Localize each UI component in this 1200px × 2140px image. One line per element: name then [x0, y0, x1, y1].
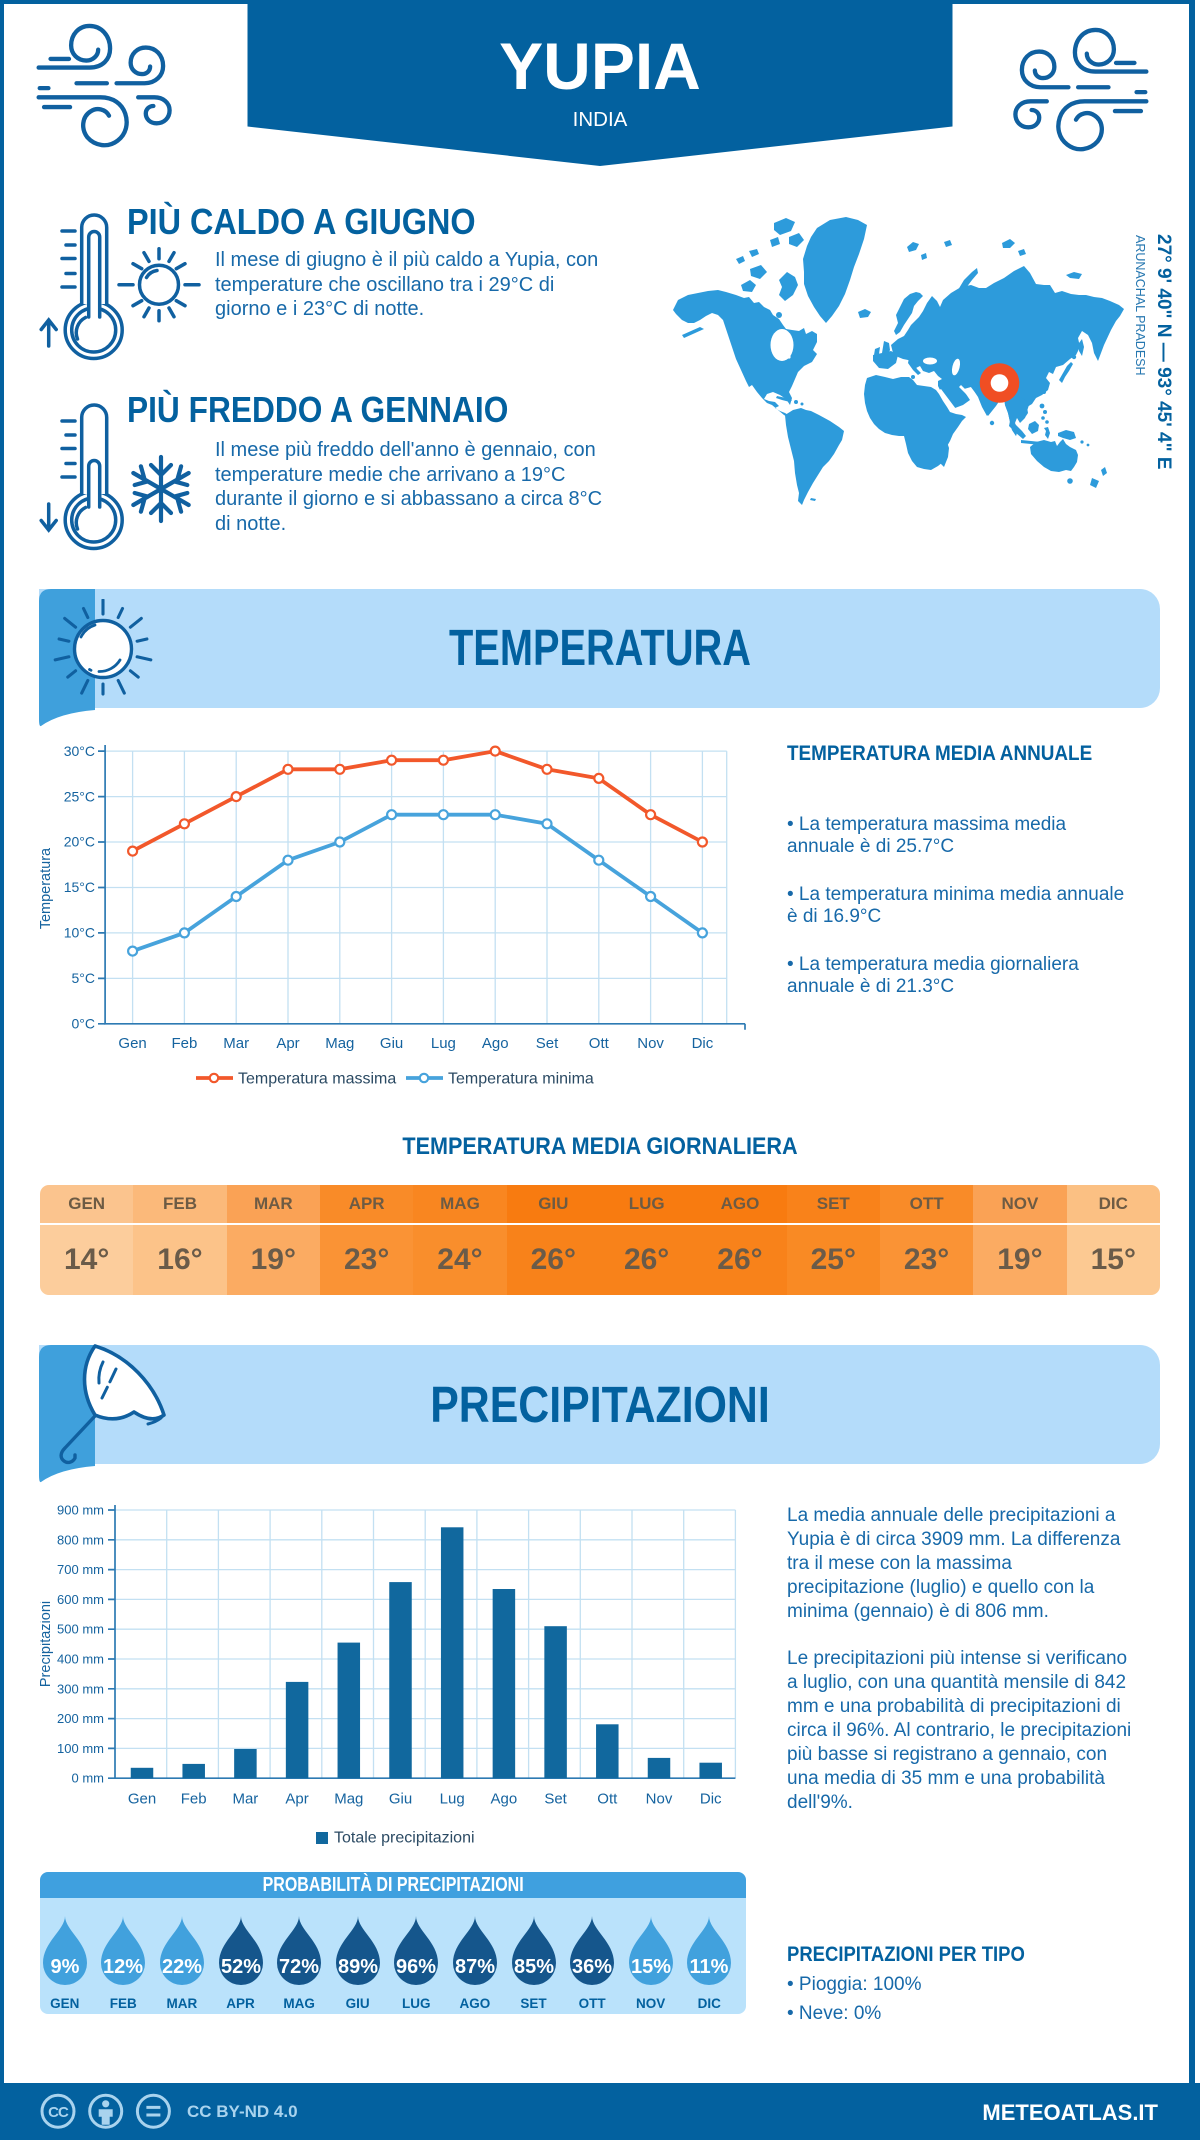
svg-text:600 mm: 600 mm [57, 1592, 104, 1607]
svg-text:Dic: Dic [700, 1791, 722, 1808]
svg-text:Lug: Lug [440, 1791, 465, 1808]
svg-text:Totale precipitazioni: Totale precipitazioni [334, 1830, 475, 1847]
svg-text:Apr: Apr [285, 1791, 308, 1808]
svg-text:89%: 89% [338, 1956, 378, 1978]
svg-text:Ott: Ott [597, 1791, 618, 1808]
svg-text:Set: Set [536, 1035, 559, 1052]
svg-text:Mar: Mar [223, 1035, 249, 1052]
svg-text:500 mm: 500 mm [57, 1622, 104, 1637]
svg-text:15°C: 15°C [64, 879, 95, 895]
svg-text:100 mm: 100 mm [57, 1741, 104, 1756]
svg-text:Nov: Nov [637, 1035, 664, 1052]
svg-text:22%: 22% [162, 1956, 202, 1978]
svg-text:700 mm: 700 mm [57, 1562, 104, 1577]
svg-text:36%: 36% [572, 1956, 612, 1978]
svg-text:Apr: Apr [276, 1035, 299, 1052]
svg-text:Temperatura massima: Temperatura massima [238, 1071, 396, 1088]
svg-text:900 mm: 900 mm [57, 1503, 104, 1518]
svg-text:200 mm: 200 mm [57, 1711, 104, 1726]
svg-text:Mar: Mar [232, 1791, 258, 1808]
svg-text:800 mm: 800 mm [57, 1532, 104, 1547]
svg-text:96%: 96% [396, 1956, 436, 1978]
svg-text:Mag: Mag [325, 1035, 354, 1052]
svg-text:Ago: Ago [491, 1791, 518, 1808]
svg-text:Giu: Giu [389, 1791, 412, 1808]
svg-text:11%: 11% [690, 1956, 729, 1978]
svg-text:Gen: Gen [118, 1035, 146, 1052]
svg-text:9%: 9% [50, 1956, 79, 1978]
svg-text:Dic: Dic [692, 1035, 714, 1052]
svg-text:Set: Set [544, 1791, 567, 1808]
svg-text:72%: 72% [279, 1956, 319, 1978]
svg-text:Feb: Feb [171, 1035, 197, 1052]
svg-text:400 mm: 400 mm [57, 1652, 104, 1667]
svg-text:Lug: Lug [431, 1035, 456, 1052]
svg-text:Gen: Gen [128, 1791, 156, 1808]
svg-text:Precipitazioni: Precipitazioni [40, 1601, 54, 1687]
svg-text:Nov: Nov [646, 1791, 673, 1808]
svg-text:Temperatura: Temperatura [40, 847, 54, 929]
svg-text:CC: CC [48, 2104, 69, 2121]
svg-text:87%: 87% [455, 1956, 495, 1978]
svg-text:25°C: 25°C [64, 788, 95, 804]
svg-text:52%: 52% [220, 1956, 260, 1978]
svg-text:12%: 12% [103, 1956, 143, 1978]
svg-text:5°C: 5°C [72, 970, 96, 986]
svg-text:Ago: Ago [482, 1035, 509, 1052]
svg-text:Giu: Giu [380, 1035, 403, 1052]
svg-text:Temperatura minima: Temperatura minima [448, 1071, 594, 1088]
svg-text:0°C: 0°C [72, 1016, 96, 1032]
svg-text:20°C: 20°C [64, 834, 95, 850]
svg-text:Mag: Mag [334, 1791, 363, 1808]
svg-text:85%: 85% [513, 1956, 553, 1978]
svg-text:30°C: 30°C [64, 743, 95, 759]
svg-text:0 mm: 0 mm [72, 1771, 105, 1786]
svg-text:Feb: Feb [181, 1791, 207, 1808]
svg-text:15%: 15% [631, 1956, 671, 1978]
svg-text:Ott: Ott [589, 1035, 610, 1052]
svg-text:10°C: 10°C [64, 925, 95, 941]
svg-text:300 mm: 300 mm [57, 1681, 104, 1696]
